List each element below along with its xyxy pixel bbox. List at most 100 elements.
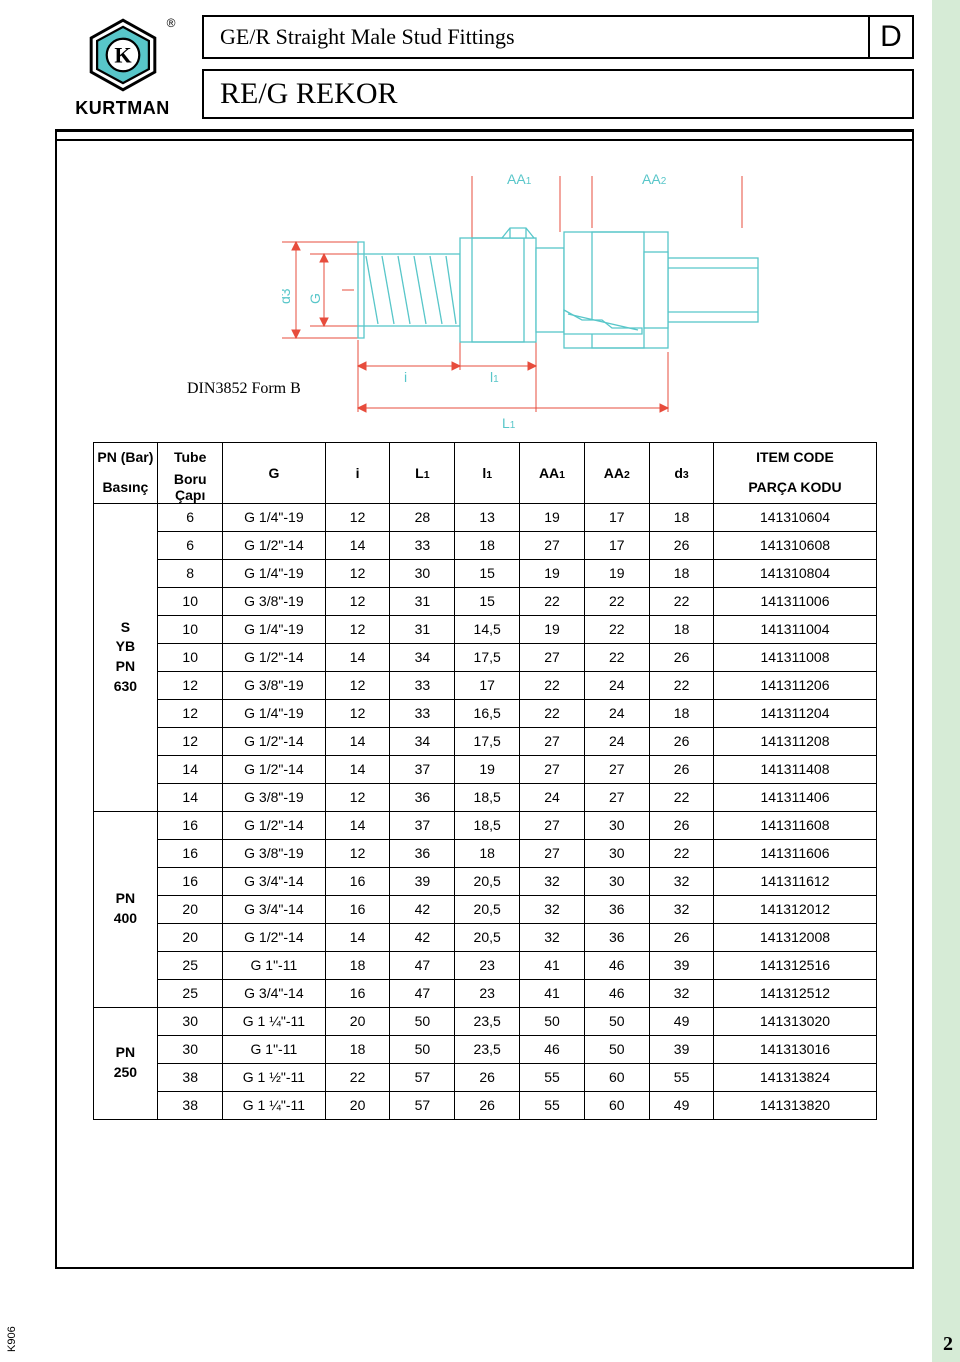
data-cell: 19 [520,559,585,587]
pn-group-cell: PN250 [93,1007,158,1119]
data-cell: 39 [649,1035,714,1063]
data-cell: G 1/4"-19 [223,615,326,643]
data-cell: 42 [390,923,455,951]
data-cell: 12 [325,699,390,727]
data-cell: G 3/4"-14 [223,979,326,1007]
data-cell: 30 [584,839,649,867]
data-cell: 22 [649,671,714,699]
data-cell: G 1 ¼"-11 [223,1091,326,1119]
data-cell: 20 [325,1007,390,1035]
data-cell: 18 [649,503,714,531]
item-code-cell: 141312012 [714,895,876,923]
item-code-cell: 141311206 [714,671,876,699]
side-stripe: 2 [932,0,960,1362]
data-cell: 19 [584,559,649,587]
table-body: SYBPN6306G 1/4"-191228131917181413106046… [93,503,876,1119]
th-i: i [325,443,390,504]
data-cell: 38 [158,1063,223,1091]
data-cell: 8 [158,559,223,587]
data-cell: 13 [455,503,520,531]
data-cell: 6 [158,531,223,559]
data-cell: 23,5 [455,1007,520,1035]
page-header: ® K KURTMAN GE/R Straight Male Stud Fitt… [55,15,914,119]
data-cell: 47 [390,951,455,979]
data-cell: 34 [390,727,455,755]
data-cell: G 1/4"-19 [223,503,326,531]
data-cell: G 3/8"-19 [223,671,326,699]
data-cell: 49 [649,1007,714,1035]
data-cell: 57 [390,1063,455,1091]
table-row: 8G 1/4"-19123015191918141310804 [93,559,876,587]
data-cell: 36 [390,839,455,867]
data-cell: 17,5 [455,643,520,671]
data-cell: G 1"-11 [223,1035,326,1063]
data-cell: 32 [520,867,585,895]
data-cell: 16,5 [455,699,520,727]
data-cell: 6 [158,503,223,531]
data-cell: 50 [390,1035,455,1063]
brand-name: KURTMAN [75,98,169,119]
th-code-top: ITEM CODE [714,443,876,471]
data-cell: 23 [455,979,520,1007]
item-code-cell: 141312516 [714,951,876,979]
table-row: 6G 1/2"-14143318271726141310608 [93,531,876,559]
item-code-cell: 141311606 [714,839,876,867]
data-cell: 12 [325,839,390,867]
data-cell: 27 [520,643,585,671]
item-code-cell: 141313020 [714,1007,876,1035]
data-cell: 30 [584,811,649,839]
data-cell: 24 [520,783,585,811]
data-cell: 20 [325,1091,390,1119]
data-cell: 34 [390,643,455,671]
data-cell: 33 [390,699,455,727]
lbl-d3: d3 [282,288,293,304]
data-cell: 17 [584,503,649,531]
data-cell: 60 [584,1063,649,1091]
item-code-cell: 141311008 [714,643,876,671]
data-cell: G 1/2"-14 [223,755,326,783]
data-cell: 27 [520,755,585,783]
data-cell: 20,5 [455,867,520,895]
data-cell: 42 [390,895,455,923]
data-cell: 12 [158,727,223,755]
data-cell: 50 [584,1007,649,1035]
table-row: 12G 3/8"-19123317222422141311206 [93,671,876,699]
data-cell: 50 [584,1035,649,1063]
table-row: 10G 1/2"-14143417,5272226141311008 [93,643,876,671]
table-row: 38G 1 ½"-11225726556055141313824 [93,1063,876,1091]
fitting-diagram: AA1 AA2 d3 G i l1 L1 [282,170,762,435]
page-number: 2 [943,1333,953,1356]
data-cell: 27 [520,839,585,867]
th-g: G [223,443,326,504]
data-cell: 23,5 [455,1035,520,1063]
diagram-area: DIN3852 Form B [57,132,912,442]
table-row: 12G 1/2"-14143417,5272426141311208 [93,727,876,755]
data-cell: 17 [455,671,520,699]
data-cell: 27 [584,783,649,811]
data-cell: G 1/2"-14 [223,811,326,839]
table-row: 20G 3/4"-14164220,5323632141312012 [93,895,876,923]
data-cell: 32 [520,895,585,923]
data-cell: 16 [158,811,223,839]
data-cell: 32 [649,979,714,1007]
table-row: PN25030G 1 ¼"-11205023,5505049141313020 [93,1007,876,1035]
data-cell: 46 [584,979,649,1007]
data-cell: 38 [158,1091,223,1119]
data-cell: 41 [520,979,585,1007]
data-cell: 10 [158,643,223,671]
data-cell: 12 [325,783,390,811]
data-cell: 47 [390,979,455,1007]
table-row: PN40016G 1/2"-14143718,5273026141311608 [93,811,876,839]
data-cell: 50 [390,1007,455,1035]
data-cell: 32 [649,895,714,923]
data-cell: 14 [325,923,390,951]
catalog-page: ® K KURTMAN GE/R Straight Male Stud Fitt… [0,0,932,1362]
title-primary: GE/R Straight Male Stud Fittings [202,15,870,59]
data-cell: 26 [649,923,714,951]
data-cell: 22 [649,783,714,811]
data-cell: G 1 ¼"-11 [223,1007,326,1035]
item-code-cell: 141313824 [714,1063,876,1091]
table-row: 16G 3/4"-14163920,5323032141311612 [93,867,876,895]
data-cell: 26 [649,643,714,671]
data-cell: 26 [455,1091,520,1119]
